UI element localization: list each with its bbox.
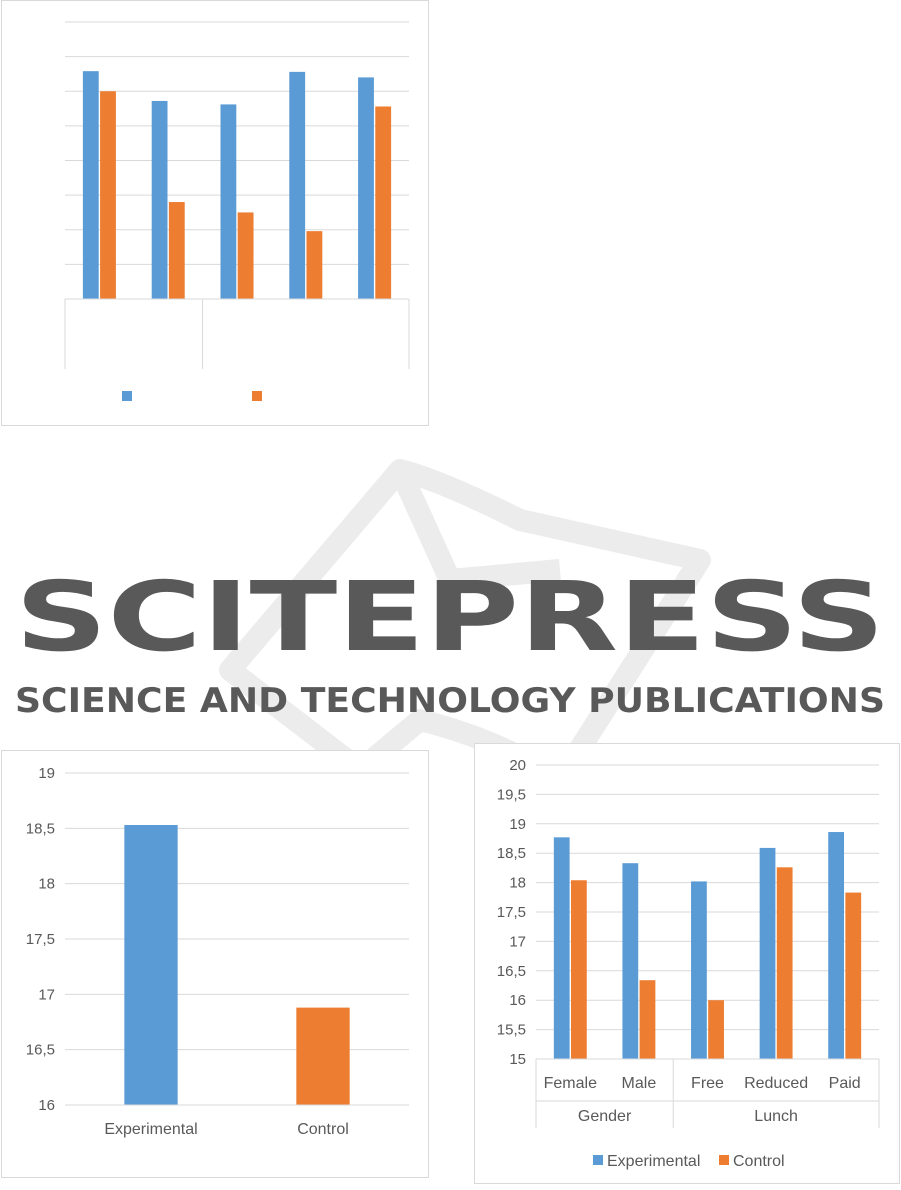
legend-swatch-control	[252, 391, 262, 401]
x-tick-label: Free	[691, 1075, 724, 1092]
bar-experimental	[358, 77, 374, 300]
y-tick-label: 18	[509, 875, 526, 892]
x-tick-label: Female	[544, 1075, 597, 1092]
bar-experimental	[289, 71, 306, 299]
y-tick-label: 20	[509, 757, 526, 774]
watermark-brand: SCITEPRESS	[15, 561, 885, 673]
bar-experimental	[759, 847, 776, 1059]
chart-panel-subgroups: 15 15,5 16 16,5 17 17,5 18 18,5 19 19,5 20 Female Ma…	[474, 743, 900, 1184]
group-label: Lunch	[754, 1108, 798, 1125]
chart-subgroups: 15 15,5 16 16,5 17 17,5 18 18,5 19 19,5 20 Female Ma…	[497, 757, 880, 1170]
bar-control	[639, 980, 656, 1059]
y-tick-label: 18,5	[26, 820, 55, 837]
bar-experimental	[691, 881, 707, 1059]
x-tick-label: Paid	[829, 1075, 861, 1092]
legend-swatch-control	[719, 1155, 729, 1165]
legend-label: Experimental	[607, 1153, 700, 1170]
y-tick-label: 18,5	[497, 845, 526, 862]
y-tick-label: 19	[509, 816, 526, 833]
y-tick-label: 17	[509, 933, 526, 950]
y-tick-label: 16	[38, 1097, 55, 1114]
chart-top	[64, 21, 410, 401]
y-tick-label: 19,5	[497, 786, 526, 803]
bar-experimental	[622, 863, 639, 1059]
y-tick-label: 17,5	[497, 904, 526, 921]
legend-swatch-experimental	[593, 1155, 603, 1165]
bar-control	[570, 880, 587, 1059]
y-tick-label: 15,5	[497, 1022, 526, 1039]
y-tick-label: 19	[38, 765, 55, 782]
bar-control	[375, 106, 392, 299]
bar-control	[708, 1000, 724, 1059]
y-tick-label: 16,5	[26, 1042, 55, 1059]
legend-swatch-experimental	[122, 391, 132, 401]
bar-experimental	[553, 837, 570, 1059]
legend-label: Control	[733, 1153, 785, 1170]
bar-experimental	[220, 104, 237, 299]
watermark-tagline: SCIENCE AND TECHNOLOGY PUBLICATIONS	[15, 681, 885, 721]
bar-experimental	[151, 100, 168, 299]
bar-control	[296, 1007, 350, 1105]
y-tick-label: 16,5	[497, 963, 526, 980]
bar-control	[237, 212, 254, 299]
bar-experimental	[124, 825, 178, 1105]
bar-experimental	[82, 71, 99, 299]
bar-control	[306, 231, 323, 299]
bar-control	[100, 91, 116, 299]
x-tick-label: Experimental	[104, 1121, 197, 1138]
bar-control	[776, 867, 793, 1059]
x-tick-label: Male	[622, 1075, 657, 1092]
chart-panel-top	[1, 0, 429, 426]
y-tick-label: 18	[38, 876, 55, 893]
bar-experimental	[828, 832, 845, 1059]
x-tick-label: Reduced	[744, 1075, 808, 1092]
group-label: Gender	[578, 1108, 632, 1125]
bar-control	[168, 202, 185, 299]
y-tick-label: 15	[509, 1051, 526, 1068]
y-tick-label: 17,5	[26, 931, 55, 948]
y-tick-label: 17	[38, 986, 55, 1003]
scitepress-watermark: SCITEPRESS SCIENCE AND TECHNOLOGY PUBLIC…	[15, 459, 885, 791]
bar-control	[845, 892, 862, 1059]
chart-panel-overall: 16 16,5 17 17,5 18 18,5 19 Experimental Control	[1, 750, 429, 1178]
chart-overall: 16 16,5 17 17,5 18 18,5 19 Experimental Control	[26, 765, 409, 1138]
x-tick-label: Control	[297, 1121, 349, 1138]
y-tick-label: 16	[509, 992, 526, 1009]
